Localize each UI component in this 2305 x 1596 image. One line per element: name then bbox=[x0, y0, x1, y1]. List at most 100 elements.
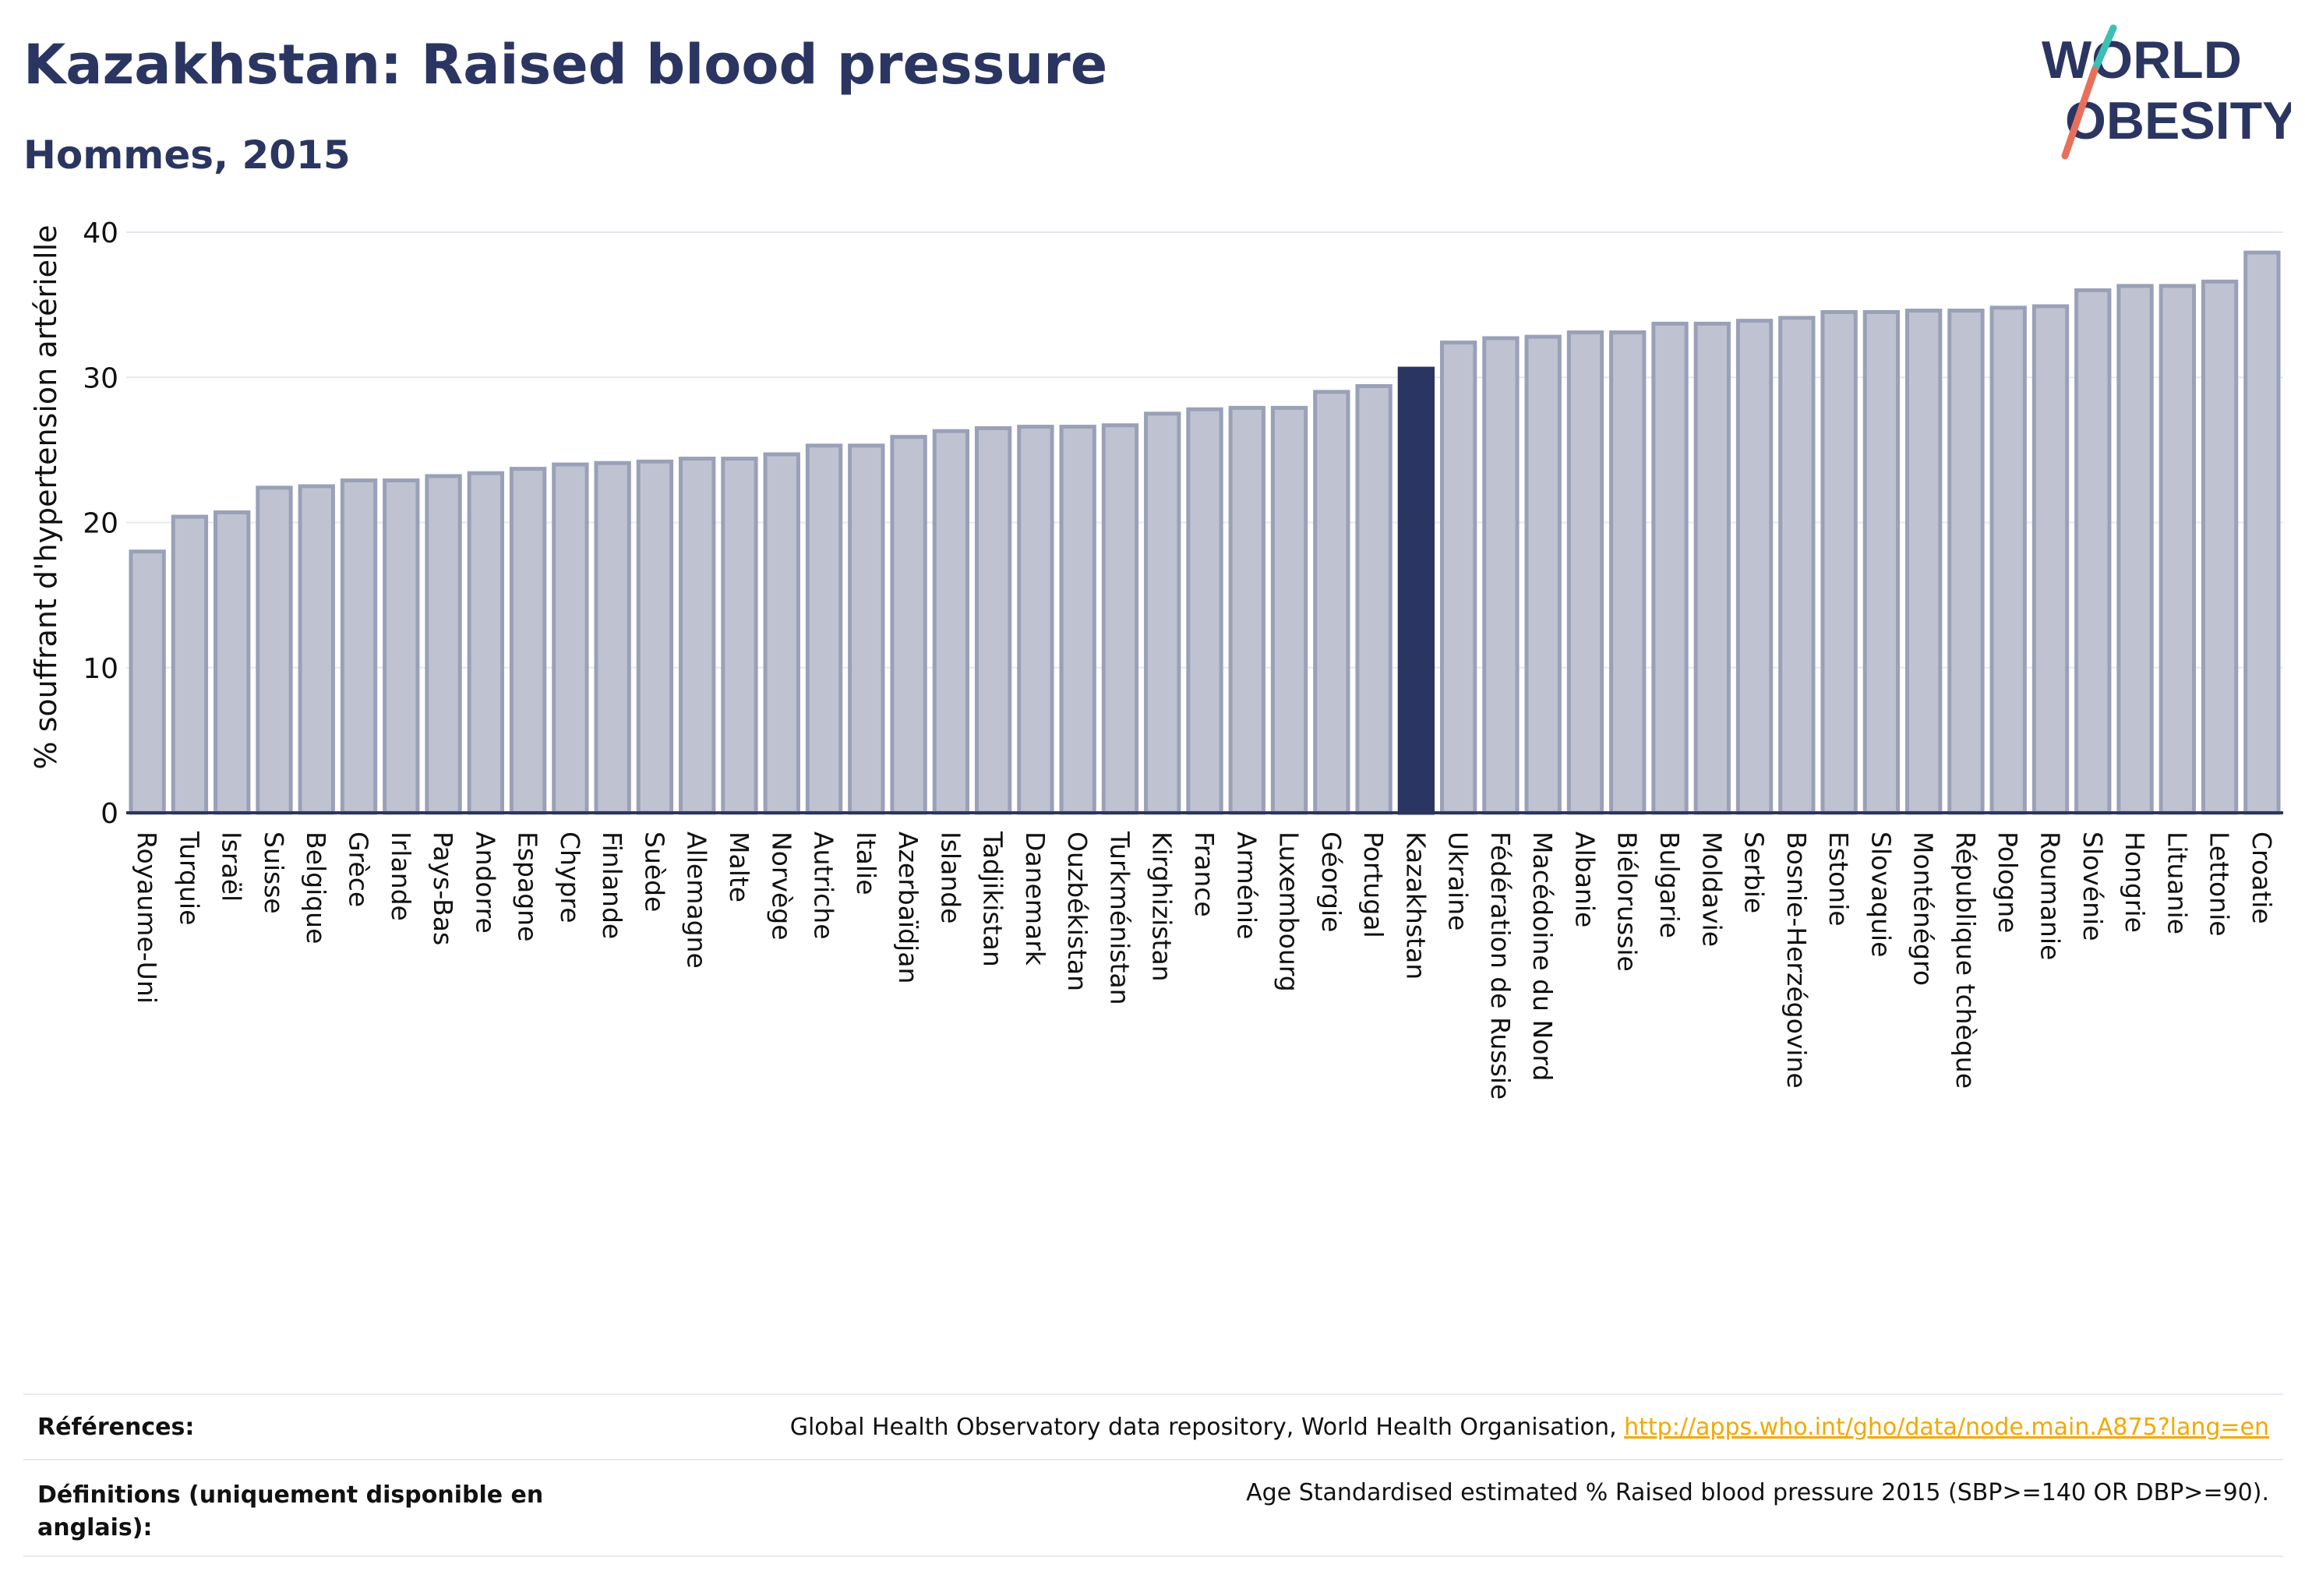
x-tick-label: Royaume-Uni bbox=[132, 832, 162, 1004]
x-tick-label: Slovénie bbox=[2077, 832, 2108, 941]
bar bbox=[1904, 309, 1943, 815]
x-tick-label: Islande bbox=[935, 832, 965, 923]
y-tick-label: 20 bbox=[83, 508, 118, 540]
x-tick-label: France bbox=[1189, 832, 1220, 917]
references-link[interactable]: http://apps.who.int/gho/data/node.main.A… bbox=[1624, 1414, 2269, 1441]
y-tick-label: 0 bbox=[101, 798, 118, 830]
bar bbox=[552, 462, 589, 815]
bar bbox=[256, 486, 293, 815]
bar bbox=[1017, 425, 1054, 815]
x-tick-label: Irlande bbox=[386, 832, 416, 921]
y-tick-label: 30 bbox=[83, 362, 118, 394]
bar bbox=[1524, 334, 1562, 815]
x-tick-label: Allemagne bbox=[682, 832, 712, 969]
x-tick-label: Norvège bbox=[766, 832, 796, 941]
x-tick-label: Luxembourg bbox=[1274, 832, 1304, 992]
page-subtitle: Hommes, 2015 bbox=[23, 132, 351, 178]
bar bbox=[1144, 411, 1181, 815]
bar bbox=[636, 459, 674, 815]
bar bbox=[763, 452, 800, 815]
bars bbox=[129, 250, 2281, 815]
references-text: Global Health Observatory data repositor… bbox=[789, 1414, 1625, 1441]
bar bbox=[932, 429, 970, 815]
x-tick-label: Israël bbox=[217, 832, 247, 902]
x-tick-label: Bulgarie bbox=[1654, 832, 1685, 938]
bar bbox=[383, 478, 420, 815]
bar bbox=[2074, 288, 2112, 815]
bar bbox=[129, 549, 166, 815]
bar bbox=[2159, 284, 2196, 815]
x-tick-label: Suisse bbox=[259, 832, 289, 914]
x-tick-label: Ouzbékistan bbox=[1062, 832, 1092, 991]
bar bbox=[1862, 309, 1901, 815]
bar bbox=[1651, 321, 1689, 815]
bar bbox=[890, 435, 927, 815]
definitions-row: Définitions (uniquement disponible en an… bbox=[23, 1459, 2283, 1555]
x-tick-label: Kazakhstan bbox=[1400, 832, 1431, 980]
x-tick-label: Slovaquie bbox=[1866, 832, 1896, 957]
x-tick-label: Pays-Bas bbox=[428, 832, 458, 945]
y-tick-label: 10 bbox=[83, 653, 118, 685]
x-tick-label: Chypre bbox=[555, 832, 585, 923]
x-tick-label: Ukraine bbox=[1443, 832, 1474, 930]
bar bbox=[2116, 284, 2154, 815]
bar bbox=[467, 471, 505, 815]
x-tick-label: Macédoine du Nord bbox=[1527, 832, 1558, 1081]
bar bbox=[721, 457, 758, 815]
x-tick-label: Bosnie-Herzégovine bbox=[1781, 832, 1812, 1089]
divider-top bbox=[23, 1393, 2283, 1395]
bar bbox=[1735, 319, 1774, 815]
x-tick-label: Italie bbox=[851, 832, 881, 895]
x-tick-label: Autriche bbox=[809, 832, 839, 940]
bar bbox=[679, 457, 716, 815]
x-tick-label: Belgique bbox=[301, 832, 331, 944]
x-tick-label: Lettonie bbox=[2204, 832, 2235, 937]
bar-highlight bbox=[1397, 366, 1435, 815]
bar bbox=[1609, 330, 1647, 815]
divider-bottom bbox=[23, 1555, 2283, 1557]
x-tick-label: Moldavie bbox=[1696, 832, 1727, 947]
bar bbox=[594, 461, 631, 815]
bar bbox=[1989, 305, 2027, 815]
bar bbox=[509, 467, 547, 815]
x-tick-label: Biélorussie bbox=[1612, 832, 1643, 972]
x-tick-label: Pologne bbox=[1993, 832, 2023, 933]
bar bbox=[1101, 423, 1139, 815]
definitions-label: Définitions (uniquement disponible en an… bbox=[37, 1481, 544, 1541]
divider-middle bbox=[23, 1459, 2283, 1460]
bar bbox=[1186, 407, 1223, 815]
bar bbox=[848, 443, 885, 815]
bar bbox=[1947, 309, 1985, 815]
x-tick-label: Hongrie bbox=[2120, 832, 2150, 933]
references-row: Références: Global Health Observatory da… bbox=[23, 1393, 2283, 1459]
y-tick-labels: 0 10 20 30 40 bbox=[83, 217, 118, 830]
definitions-value: Age Standardised estimated % Raised bloo… bbox=[1246, 1479, 2269, 1506]
bar bbox=[1778, 316, 1816, 815]
logo-slash-teal bbox=[2091, 24, 2117, 74]
x-tick-label: Portugal bbox=[1358, 832, 1389, 938]
page-title: Kazakhstan: Raised blood pressure bbox=[23, 33, 1108, 97]
x-tick-label: Lituanie bbox=[2162, 832, 2192, 934]
x-tick-label: Géorgie bbox=[1316, 832, 1347, 932]
x-tick-label: Danemark bbox=[1020, 832, 1050, 966]
x-tick-label: Arménie bbox=[1231, 832, 1262, 939]
bar bbox=[974, 425, 1012, 815]
references-label: Références: bbox=[37, 1414, 195, 1441]
logo-slash-coral bbox=[2061, 66, 2099, 160]
bar bbox=[1270, 405, 1308, 815]
bar bbox=[1355, 383, 1393, 815]
x-tick-label: Malte bbox=[724, 832, 754, 902]
x-tick-labels: Royaume-Uni Turquie Israël Suisse Belgique Gr… bbox=[132, 831, 2277, 1100]
bar bbox=[340, 478, 378, 815]
x-tick-label: Roumanie bbox=[2035, 832, 2065, 960]
bar-chart: 0 10 20 30 40 Royaume-Uni Turquie Israël Suisse… bbox=[29, 217, 2283, 1100]
x-tick-label: Croatie bbox=[2247, 832, 2277, 924]
x-tick-label: Andorre bbox=[470, 832, 500, 934]
x-tick-label: Espagne bbox=[513, 832, 543, 941]
x-tick-label: Kirghizistan bbox=[1147, 832, 1177, 982]
x-tick-label: Turquie bbox=[174, 831, 204, 925]
bar bbox=[2201, 279, 2239, 815]
bar bbox=[1059, 425, 1096, 815]
x-tick-label: Serbie bbox=[1739, 832, 1770, 913]
bar bbox=[2031, 304, 2070, 815]
